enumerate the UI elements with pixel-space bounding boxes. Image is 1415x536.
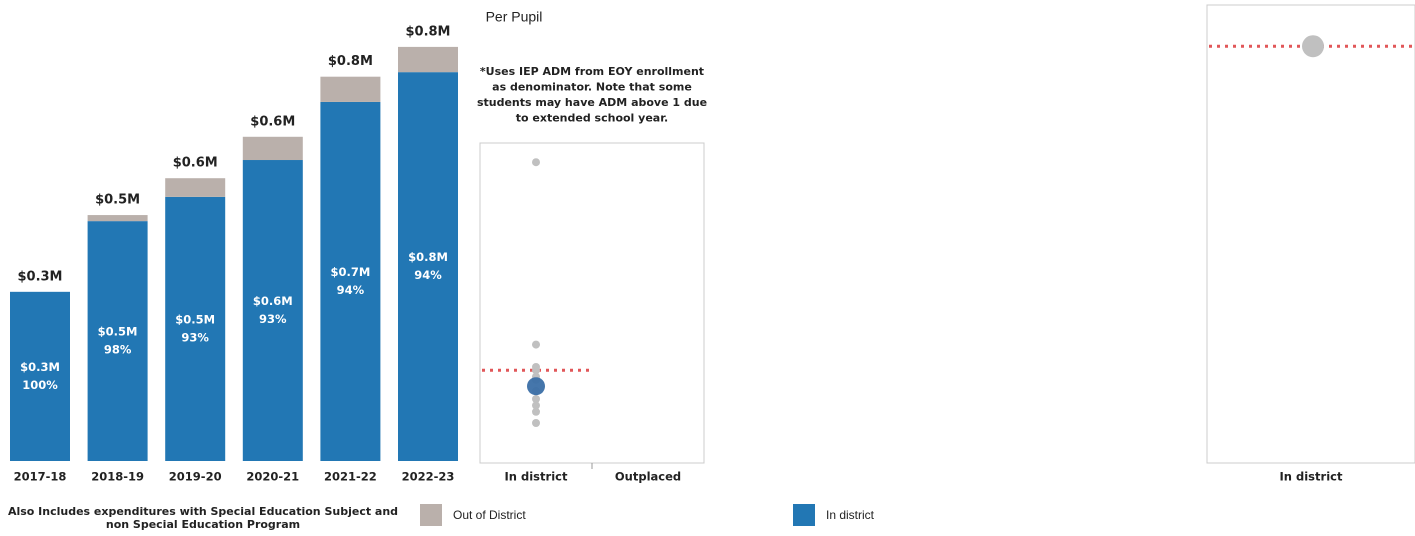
point bbox=[532, 366, 540, 375]
value-label: $0.5M bbox=[175, 312, 215, 326]
share-label: 93% bbox=[259, 312, 287, 326]
value-label: $0.3M bbox=[20, 360, 60, 374]
bar-segment bbox=[10, 291, 70, 461]
share-label: 94% bbox=[414, 268, 442, 282]
bar-segment bbox=[165, 178, 226, 197]
bar-segment bbox=[87, 215, 148, 222]
x-tick-label: 2021-22 bbox=[324, 470, 377, 484]
value-label: $0.8M bbox=[408, 250, 448, 264]
footnote: Also Includes expenditures with Special … bbox=[8, 505, 398, 518]
bar-segment bbox=[320, 101, 381, 461]
note: students may have ADM above 1 due bbox=[477, 96, 707, 109]
bar-segment bbox=[242, 136, 303, 161]
total-label: $0.3M bbox=[17, 269, 62, 284]
x-tick-label: In district bbox=[505, 470, 568, 484]
legend-swatch bbox=[420, 504, 442, 526]
note: *Uses IEP ADM from EOY enrollment bbox=[480, 65, 704, 78]
share-label: 100% bbox=[22, 378, 58, 392]
mean-point bbox=[527, 377, 545, 396]
total-label: $0.6M bbox=[173, 156, 218, 171]
legend-label: In district bbox=[826, 508, 875, 522]
bar-segment bbox=[87, 221, 148, 461]
point bbox=[532, 401, 540, 410]
point bbox=[1302, 35, 1324, 58]
panel bbox=[1206, 4, 1415, 464]
point bbox=[532, 407, 540, 416]
legend-label: Out of District bbox=[453, 508, 526, 522]
bar-segment bbox=[165, 196, 226, 461]
total-label: $0.6M bbox=[250, 114, 295, 129]
share-label: 94% bbox=[337, 283, 365, 297]
strip-title: Per Pupil bbox=[486, 9, 543, 25]
point bbox=[532, 419, 540, 427]
share-label: 93% bbox=[181, 330, 209, 344]
total-label: $0.8M bbox=[328, 54, 373, 69]
bar-segment bbox=[398, 46, 458, 73]
point bbox=[532, 158, 540, 167]
legend-swatch bbox=[793, 504, 815, 526]
point bbox=[532, 340, 540, 349]
footnote: non Special Education Program bbox=[106, 518, 300, 531]
x-tick-label: 2017-18 bbox=[14, 470, 67, 484]
share-label: 98% bbox=[104, 343, 132, 357]
x-tick-label: In district bbox=[1280, 470, 1343, 484]
note: as denominator. Note that some bbox=[492, 81, 692, 94]
x-tick-label: 2022-23 bbox=[402, 470, 455, 484]
note: to extended school year. bbox=[516, 112, 669, 125]
panel bbox=[479, 142, 705, 464]
bar-segment bbox=[320, 76, 381, 102]
x-tick-label: 2018-19 bbox=[91, 470, 144, 484]
value-label: $0.7M bbox=[330, 265, 370, 279]
bar-segment bbox=[398, 72, 458, 462]
total-label: $0.8M bbox=[405, 24, 450, 39]
total-label: $0.5M bbox=[95, 193, 140, 208]
value-label: $0.5M bbox=[98, 325, 138, 339]
bar-segment bbox=[242, 160, 303, 461]
x-tick-label: Outplaced bbox=[615, 470, 681, 484]
value-label: $0.6M bbox=[253, 294, 293, 308]
x-tick-label: 2019-20 bbox=[169, 470, 222, 484]
point bbox=[532, 395, 540, 403]
x-tick-label: 2020-21 bbox=[246, 470, 299, 484]
